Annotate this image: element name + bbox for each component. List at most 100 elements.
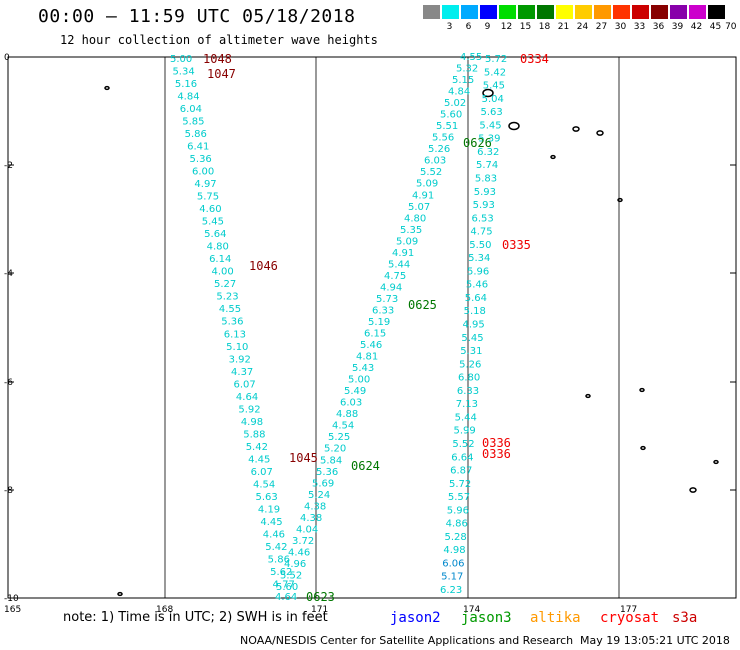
wave-height-label: 5.15: [452, 75, 474, 86]
wave-height-label: 3.92: [229, 354, 251, 365]
wave-height-label: 5.07: [408, 202, 430, 213]
wave-height-label: 4.19: [258, 504, 280, 515]
wave-height-label: 4.80: [207, 242, 229, 253]
legend-swatch: [708, 5, 725, 19]
pass-time-label: 0623: [306, 590, 335, 604]
wave-height-label: 6.14: [209, 254, 231, 265]
wave-height-label: 4.38: [304, 501, 326, 512]
pass-time-label: 1048: [203, 52, 232, 66]
wave-height-label: 4.37: [231, 367, 253, 378]
wave-height-label: 5.88: [243, 429, 265, 440]
wave-height-label: 6.53: [472, 213, 494, 224]
legend-swatch: [423, 5, 440, 19]
wave-height-label: 4.98: [241, 417, 263, 428]
footer-timestamp: May 19 13:05:21 UTC 2018: [580, 634, 730, 647]
legend-label: 30: [614, 22, 627, 32]
wave-height-label: 4.60: [199, 204, 221, 215]
wave-height-label: 5.35: [400, 225, 422, 236]
wave-height-label: 4.46: [288, 547, 310, 558]
wave-height-label: 6.03: [340, 398, 362, 409]
pass-time-label: 0625: [408, 298, 437, 312]
wave-height-label: 5.45: [483, 81, 505, 92]
legend-label: 12: [500, 22, 513, 32]
y-axis-label: -10: [4, 594, 19, 604]
wave-height-label: 5.64: [465, 293, 487, 304]
wave-height-label: 5.20: [324, 444, 346, 455]
y-axis-label: -6: [4, 378, 13, 388]
wave-height-label: 4.64: [275, 592, 297, 603]
wave-height-label: 4.46: [263, 529, 285, 540]
wave-height-label: 6.03: [424, 156, 446, 167]
wave-height-label: 5.17: [441, 572, 463, 583]
island: [639, 387, 645, 393]
island: [508, 121, 520, 131]
island: [689, 487, 697, 493]
legend-label: 27: [595, 22, 608, 32]
legend-label: 21: [557, 22, 570, 32]
wave-height-label: 6.23: [440, 585, 462, 596]
wave-height-label: 4.64: [236, 392, 258, 403]
wave-height-label: 5.52: [452, 439, 474, 450]
legend-label: 36: [652, 22, 665, 32]
wave-height-label: 4.54: [332, 421, 354, 432]
wave-height-label: 5.18: [464, 306, 486, 317]
legend-swatch: [480, 5, 497, 19]
wave-height-label: 5.24: [308, 490, 330, 501]
wave-height-label: 4.00: [212, 267, 234, 278]
wave-height-label: 4.04: [296, 524, 318, 535]
wave-height-label: 5.62: [270, 567, 292, 578]
wave-height-label: 5.73: [376, 294, 398, 305]
wave-height-label: 5.75: [197, 192, 219, 203]
wave-height-label: 4.84: [177, 92, 199, 103]
wave-height-label: 5.52: [280, 570, 302, 581]
wave-height-label: 5.02: [444, 98, 466, 109]
wave-height-label: 5.44: [388, 259, 410, 270]
legend-label: 42: [690, 22, 703, 32]
legend-swatch: [537, 5, 554, 19]
wave-height-label: 5.93: [474, 187, 496, 198]
track-labels-layer: 5.005.345.164.846.045.855.866.415.366.00…: [170, 52, 549, 604]
island: [550, 154, 556, 160]
legend-swatch: [461, 5, 478, 19]
wave-height-label: 5.32: [456, 64, 478, 75]
wave-height-label: 5.69: [312, 478, 334, 489]
wave-height-label: 4.55: [219, 304, 241, 315]
wave-height-label: 5.64: [204, 229, 226, 240]
legend-label: 70 (ft): [725, 22, 740, 32]
legend-label: 24: [576, 22, 589, 32]
wave-height-label: 4.75: [470, 227, 492, 238]
wave-height-label: 5.45: [479, 120, 501, 131]
legend-label: 45: [709, 22, 722, 32]
legend-swatch: [613, 5, 630, 19]
wave-height-label: 6.13: [224, 329, 246, 340]
wave-height-label: 4.80: [404, 213, 426, 224]
wave-height-label: 5.83: [475, 173, 497, 184]
wave-height-label: 5.36: [316, 467, 338, 478]
wave-height-label: 5.34: [468, 253, 490, 264]
island: [117, 591, 123, 597]
wave-height-label: 4.55: [460, 52, 482, 63]
wave-height-label: 4.45: [260, 517, 282, 528]
pass-time-label: 1045: [289, 451, 318, 465]
legend-cryosat: cryosat: [600, 610, 660, 626]
x-axis-label: 168: [156, 605, 173, 615]
pass-time-label: 0624: [351, 459, 380, 473]
wave-height-label: 4.81: [356, 352, 378, 363]
wave-height-label: 6.06: [442, 558, 464, 569]
wave-height-label: 6.32: [477, 147, 499, 158]
wave-height-label: 6.80: [458, 373, 480, 384]
island: [585, 393, 591, 399]
island: [596, 130, 604, 136]
x-axis-label: 165: [4, 605, 21, 615]
wave-height-label: 6.33: [372, 305, 394, 316]
wave-height-label: 5.36: [190, 154, 212, 165]
wave-height-label: 4.98: [443, 545, 465, 556]
wave-height-label: 5.52: [420, 167, 442, 178]
wave-height-label: 4.96: [284, 559, 306, 570]
pass-time-label: 0335: [502, 238, 531, 252]
wave-height-label: 5.43: [352, 363, 374, 374]
wave-height-label: 5.60: [440, 110, 462, 121]
wave-height-label: 4.54: [253, 479, 275, 490]
map-subtitle: 12 hour collection of altimeter wave hei…: [60, 33, 378, 47]
